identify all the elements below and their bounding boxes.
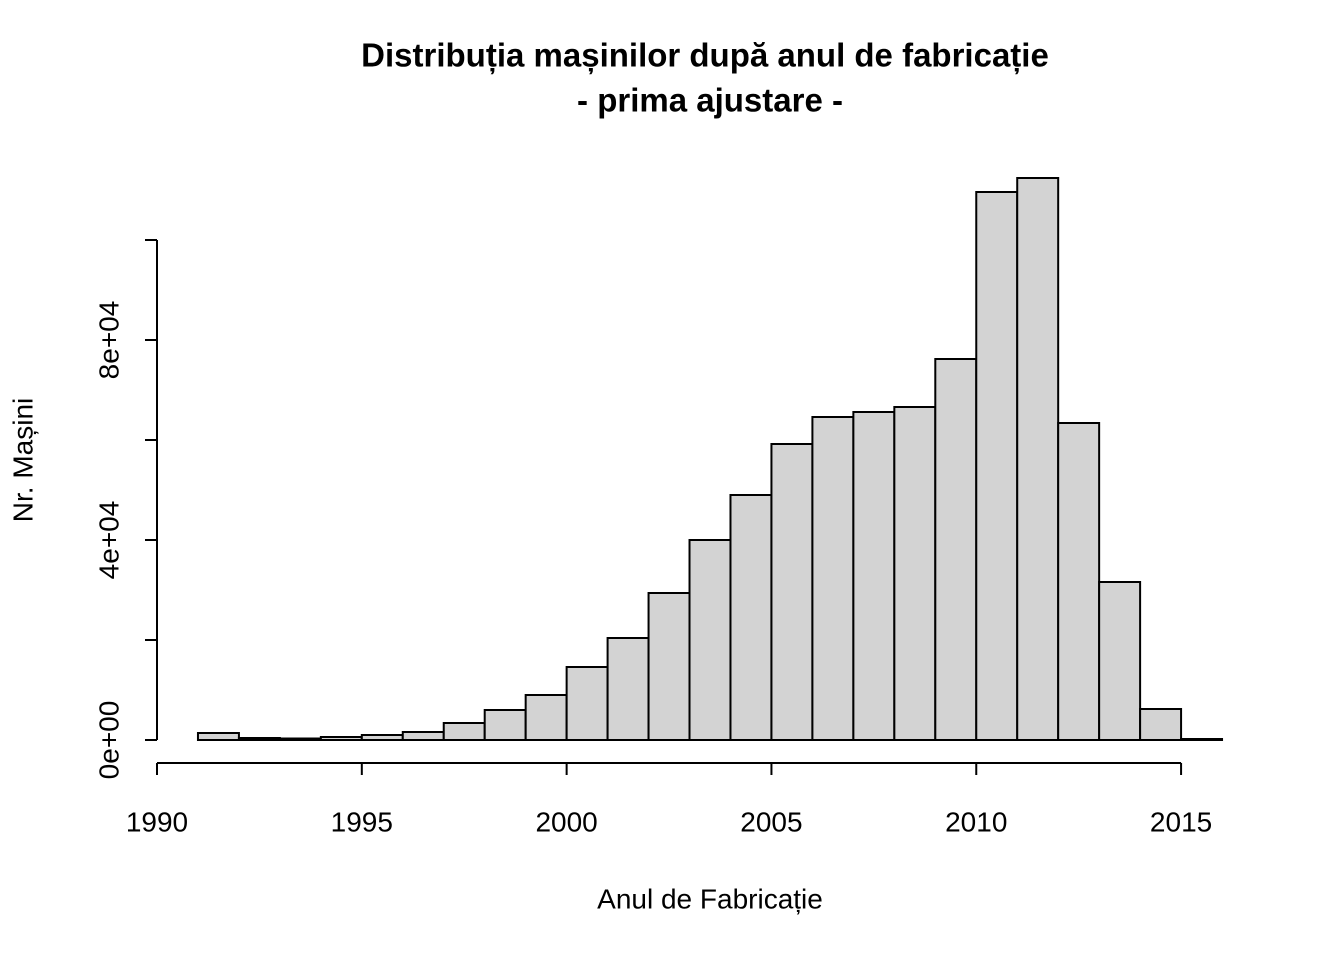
- x-tick-label: 1990: [126, 806, 188, 837]
- bar: [1098, 581, 1142, 741]
- bar: [278, 737, 322, 741]
- y-axis-label: Nr. Mașini: [7, 398, 38, 522]
- bar: [565, 666, 609, 741]
- bar: [196, 732, 240, 741]
- y-tick-label: 0e+00: [93, 701, 124, 780]
- bar: [319, 736, 363, 741]
- bar: [647, 592, 691, 741]
- bar: [893, 406, 937, 741]
- bar: [1139, 708, 1183, 741]
- bar: [1057, 422, 1101, 741]
- x-tick-label: 2015: [1150, 806, 1212, 837]
- bar: [1016, 177, 1060, 741]
- bar: [606, 637, 650, 741]
- bar: [1180, 738, 1224, 741]
- bar: [688, 539, 732, 741]
- bar: [770, 443, 814, 741]
- bar: [852, 411, 896, 741]
- bar: [237, 737, 281, 741]
- bar: [729, 494, 773, 741]
- chart-subtitle: - prima ajustare -: [577, 82, 843, 119]
- y-tick-label: 8e+04: [93, 301, 124, 380]
- bar: [934, 358, 978, 741]
- chart-title: Distribuția mașinilor după anul de fabri…: [361, 37, 1049, 75]
- x-tick-label: 2005: [740, 806, 802, 837]
- bar: [483, 709, 527, 741]
- bar: [442, 722, 486, 741]
- bar: [811, 416, 855, 741]
- bar: [360, 734, 404, 741]
- bar: [975, 191, 1019, 741]
- bar: [524, 694, 568, 741]
- x-tick-label: 2010: [945, 806, 1007, 837]
- bar: [401, 731, 445, 741]
- x-tick-label: 1995: [331, 806, 393, 837]
- x-tick-label: 2000: [535, 806, 597, 837]
- y-tick-label: 4e+04: [93, 501, 124, 580]
- x-axis-label: Anul de Fabricație: [597, 883, 823, 914]
